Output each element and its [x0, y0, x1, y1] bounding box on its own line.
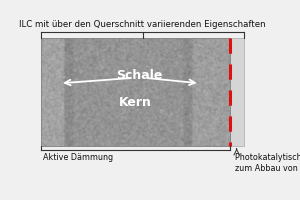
Text: ILC mit über den Querschnitt variierenden Eigenschaften: ILC mit über den Querschnitt variierende…	[19, 20, 266, 29]
Bar	[230, 38, 244, 146]
Bar	[41, 38, 230, 146]
Text: Kern: Kern	[119, 96, 152, 109]
Text: Aktive Dämmung: Aktive Dämmung	[43, 153, 113, 162]
Text: Photokatalytische Schicht
zum Abbau von Schadstoffen: Photokatalytische Schicht zum Abbau von …	[235, 153, 300, 173]
Text: Schale: Schale	[116, 69, 163, 82]
